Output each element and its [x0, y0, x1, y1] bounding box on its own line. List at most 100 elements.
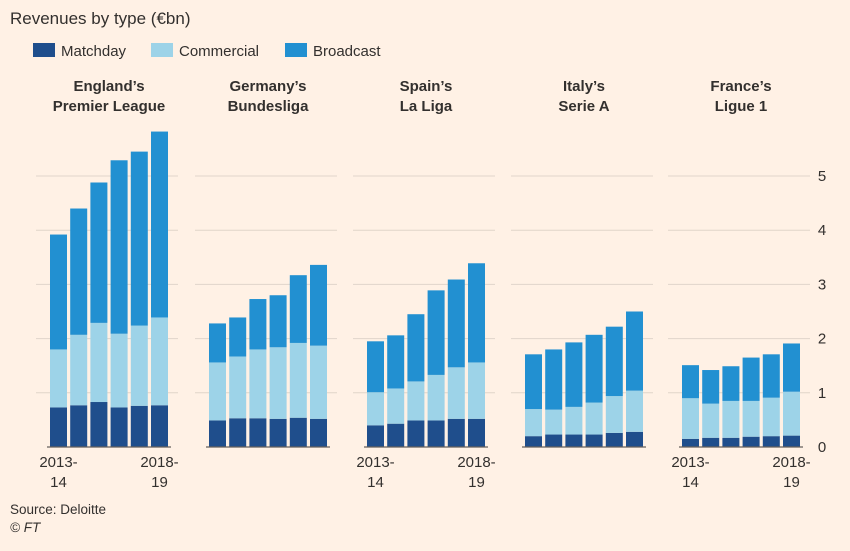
panel-title: Ligue 1: [715, 98, 768, 115]
chart-panels: England’s Premier League 2013- 14 2018- 19 Ger…: [39, 78, 810, 491]
bar-matchday: [605, 432, 623, 447]
bar-matchday: [427, 420, 445, 447]
ft-credit: © FT: [10, 520, 42, 535]
bar-broadcast: [702, 370, 720, 404]
bar-commercial: [70, 334, 88, 406]
x-tick-label: 14: [50, 474, 67, 491]
bar-broadcast: [269, 295, 287, 348]
bar-commercial: [722, 400, 740, 438]
bar-matchday: [151, 405, 168, 447]
bar-broadcast: [742, 357, 760, 401]
bar-matchday: [289, 417, 307, 447]
bar-broadcast: [585, 334, 603, 403]
bar-commercial: [50, 349, 67, 408]
bar-matchday: [310, 418, 327, 447]
bar-matchday: [90, 402, 108, 447]
y-tick-label: 5: [818, 168, 826, 185]
bar-broadcast: [565, 342, 583, 407]
bar-broadcast: [229, 317, 247, 357]
bar-commercial: [289, 342, 307, 418]
bar-matchday: [783, 435, 800, 447]
bar-commercial: [742, 400, 760, 437]
panel-title: France’s: [710, 78, 771, 95]
bar-matchday: [70, 405, 88, 447]
bar-broadcast: [407, 314, 425, 382]
bar-broadcast: [310, 264, 327, 346]
y-tick-label: 4: [818, 222, 826, 239]
bar-commercial: [626, 390, 643, 432]
bar-broadcast: [783, 343, 800, 392]
legend-swatch-matchday: [33, 43, 55, 57]
panel-title: Spain’s: [400, 78, 453, 95]
panel-title: Premier League: [53, 98, 166, 115]
bar-matchday: [702, 437, 720, 447]
bar-matchday: [367, 425, 384, 447]
bar-broadcast: [110, 160, 128, 334]
bar-commercial: [447, 367, 465, 419]
panel: France’s Ligue 1 2013- 14 2018- 19: [671, 78, 810, 491]
panel: England’s Premier League 2013- 14 2018- 19: [39, 78, 178, 491]
bar-broadcast: [525, 354, 542, 410]
bar-commercial: [387, 388, 405, 424]
bar-broadcast: [367, 341, 384, 393]
legend: Matchday Commercial Broadcast: [33, 43, 381, 60]
bar-commercial: [762, 397, 780, 437]
bar-broadcast: [151, 131, 168, 318]
bar-broadcast: [70, 208, 88, 335]
y-tick-label: 3: [818, 276, 826, 293]
x-tick-label: 14: [367, 474, 384, 491]
bar-commercial: [468, 362, 485, 419]
panel-title: Bundesliga: [228, 98, 310, 115]
panel: Italy’s Serie A: [522, 78, 646, 448]
bar-broadcast: [545, 349, 563, 410]
bar-commercial: [525, 409, 542, 437]
bar-matchday: [387, 423, 405, 447]
bar-matchday: [447, 418, 465, 447]
bar-matchday: [407, 420, 425, 447]
bar-broadcast: [209, 323, 226, 363]
bar-matchday: [468, 418, 485, 447]
legend-label-commercial: Commercial: [179, 43, 259, 60]
bar-matchday: [682, 438, 699, 447]
bar-commercial: [783, 391, 800, 436]
bar-broadcast: [289, 275, 307, 343]
bar-broadcast: [762, 354, 780, 398]
bar-matchday: [545, 434, 563, 447]
bar-matchday: [585, 434, 603, 447]
y-tick-label: 2: [818, 331, 826, 348]
x-tick-label: 19: [468, 474, 485, 491]
bar-commercial: [310, 345, 327, 419]
bar-commercial: [229, 356, 247, 419]
bar-commercial: [269, 347, 287, 419]
panel-title: Germany’s: [230, 78, 307, 95]
bar-commercial: [427, 374, 445, 421]
source-note: Source: Deloitte: [10, 502, 106, 517]
bar-commercial: [209, 362, 226, 421]
bar-matchday: [525, 436, 542, 447]
bar-matchday: [565, 434, 583, 447]
bar-broadcast: [605, 326, 623, 397]
bar-commercial: [151, 317, 168, 406]
bar-commercial: [585, 402, 603, 435]
x-tick-label: 2013-: [671, 454, 709, 471]
legend-label-matchday: Matchday: [61, 43, 127, 60]
bar-matchday: [269, 418, 287, 447]
bar-commercial: [545, 409, 563, 435]
bar-matchday: [50, 407, 67, 447]
bar-matchday: [249, 418, 267, 447]
bar-broadcast: [50, 234, 67, 350]
bar-commercial: [702, 403, 720, 438]
panel-title: Italy’s: [563, 78, 605, 95]
legend-swatch-broadcast: [285, 43, 307, 57]
bar-broadcast: [249, 299, 267, 350]
chart-title: Revenues by type (€bn): [10, 9, 191, 28]
bar-commercial: [249, 349, 267, 419]
bar-broadcast: [427, 290, 445, 375]
panel-title: Serie A: [558, 98, 609, 115]
bar-broadcast: [130, 151, 148, 326]
bar-commercial: [565, 406, 583, 435]
bar-broadcast: [468, 263, 485, 363]
bar-matchday: [742, 436, 760, 447]
bar-matchday: [762, 436, 780, 447]
bar-broadcast: [387, 335, 405, 389]
